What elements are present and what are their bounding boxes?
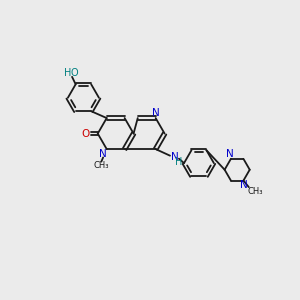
Text: O: O — [70, 68, 78, 78]
Text: CH₃: CH₃ — [247, 187, 262, 196]
Text: N: N — [226, 149, 234, 159]
Text: N: N — [240, 180, 248, 190]
Text: N: N — [171, 152, 179, 162]
Text: N: N — [152, 108, 160, 118]
Text: N: N — [99, 149, 106, 160]
Text: H: H — [64, 68, 71, 78]
Text: CH₃: CH₃ — [94, 161, 109, 170]
Text: O: O — [81, 129, 89, 139]
Text: H: H — [175, 157, 183, 167]
